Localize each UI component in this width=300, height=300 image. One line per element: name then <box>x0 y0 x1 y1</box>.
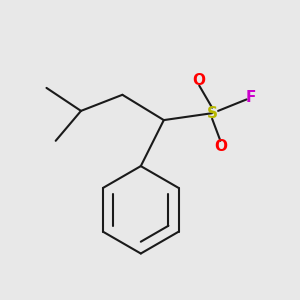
Text: O: O <box>193 73 206 88</box>
Text: O: O <box>214 139 227 154</box>
Text: S: S <box>207 106 218 121</box>
Text: F: F <box>246 90 256 105</box>
